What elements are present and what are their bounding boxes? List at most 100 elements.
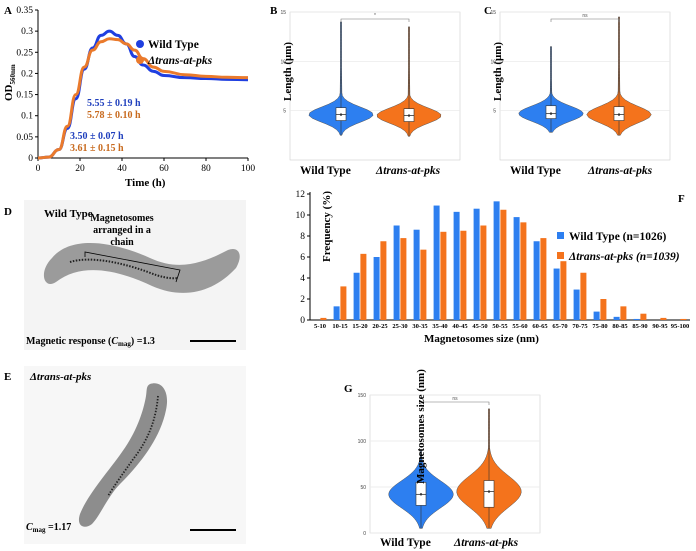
violin-ytick-label: 5 <box>493 109 496 115</box>
violin-ytick-label: 15 <box>490 10 496 16</box>
f-bar-wild-type <box>553 268 560 320</box>
f-bar-wild-type <box>573 289 580 320</box>
micrograph-wild-type: Wild Type Magnetosomes arranged in a cha… <box>24 200 246 350</box>
f-bar-mutant <box>460 230 467 320</box>
violin-ytick-label: 0 <box>363 531 366 537</box>
f-bar-wild-type <box>373 257 380 320</box>
f-ytick-label: 4 <box>300 274 305 284</box>
f-xtick-label: 40-45 <box>452 323 468 330</box>
significance-label: ns <box>452 396 458 402</box>
f-xtick-label: 65-70 <box>552 323 567 330</box>
f-bar-wild-type <box>513 217 520 320</box>
g-group-wt: Wild Type <box>380 537 431 549</box>
a-annot-wt-lo: 3.50 ± 0.07 h <box>70 131 124 142</box>
violin-ytick-label: 50 <box>360 485 366 491</box>
f-bar-mutant <box>540 238 547 320</box>
b-group-wt: Wild Type <box>300 165 351 177</box>
panel-letter-a: A <box>4 5 12 17</box>
f-bar-wild-type <box>593 311 600 320</box>
f-bar-mutant <box>520 222 527 320</box>
violin-ytick-label: 100 <box>358 439 367 445</box>
a-legend-wt-marker <box>136 40 144 48</box>
f-bar-wild-type <box>633 318 640 320</box>
e-cell-body <box>78 383 168 527</box>
f-legend-wt: Wild Type (n=1026) <box>569 231 666 243</box>
f-xtick-label: 80-85 <box>612 323 628 330</box>
f-bar-mutant <box>500 209 507 320</box>
f-bar-wild-type <box>473 208 480 320</box>
f-bar-wild-type <box>393 225 400 320</box>
f-ytick-label: 0 <box>300 316 305 326</box>
a-xtick-label: 40 <box>117 164 127 174</box>
f-bar-mutant <box>320 317 327 320</box>
e-cmag-val: =1.17 <box>46 522 72 533</box>
panel-letter-f: F <box>678 193 685 205</box>
f-bar-wild-type <box>613 316 620 320</box>
f-xtick-label: 15-20 <box>352 323 367 330</box>
a-ytick-label: 0.25 <box>16 48 33 58</box>
g-ylabel: Magnetosomes size (nm) <box>415 369 427 484</box>
magnetosome-size-violin: 0 50 100 150 ns Magnetosomes size (nm) Wild… <box>358 369 541 549</box>
g-group-mut: Δtrans-at-pks <box>453 537 519 549</box>
violin-median-point <box>339 113 343 116</box>
b-group-mut: Δtrans-at-pks <box>375 165 441 177</box>
f-bar-wild-type <box>333 306 340 320</box>
d-cmag-sub: mag <box>118 340 131 348</box>
violin-ytick-label: 10 <box>490 59 496 65</box>
f-xtick-label: 75-80 <box>592 323 607 330</box>
e-cmag-text: Cmag =1.17 <box>26 522 71 534</box>
a-series-line-mutant <box>37 37 249 160</box>
length-violin-c: 5 10 15 ns Length (μm) Wild Type Δtrans-at… <box>490 10 671 177</box>
f-ytick-label: 12 <box>296 190 306 200</box>
d-response-prefix: Magnetic response ( <box>26 336 112 347</box>
f-xtick-label: 90-95 <box>652 323 668 330</box>
a-xlabel: Time (h) <box>125 177 166 189</box>
panel-letter-d: D <box>4 206 12 218</box>
significance-label: * <box>374 13 376 19</box>
a-legend-mut-marker <box>136 56 144 64</box>
length-violin-b: 5 10 15 * Length (μm) Wild Type Δtrans-at-… <box>280 10 461 177</box>
f-xtick-label: 95-100 <box>671 323 689 330</box>
f-ytick-label: 10 <box>296 211 306 221</box>
d-callout-line1: Magnetosomes <box>90 213 153 224</box>
panel-letter-e: E <box>4 371 11 383</box>
e-title: Δtrans-at-pks <box>29 371 91 383</box>
violin-median-point <box>549 112 553 115</box>
f-bar-mutant <box>640 313 647 320</box>
f-bar-mutant <box>340 286 347 320</box>
d-response-val: ) =1.3 <box>131 336 155 347</box>
d-callout-bracket <box>84 251 181 283</box>
f-bar-mutant <box>380 241 387 320</box>
a-legend-wt: Wild Type <box>148 39 199 51</box>
significance-bracket <box>420 401 490 405</box>
f-xtick-label: 60-65 <box>532 323 548 330</box>
f-bar-mutant <box>600 299 607 320</box>
f-xtick-label: 5-10 <box>314 323 326 330</box>
f-bar-mutant <box>440 231 447 320</box>
violin-iqr-box <box>483 480 495 508</box>
violin-median-point <box>617 113 621 116</box>
violin-ytick-label: 15 <box>280 10 286 16</box>
a-ylabel-sub: 560nm <box>9 64 17 84</box>
f-bar-mutant <box>400 238 407 320</box>
f-bar-wild-type <box>413 229 420 320</box>
d-cell-body <box>43 242 240 293</box>
f-xtick-label: 45-50 <box>472 323 487 330</box>
f-bar-wild-type <box>433 205 440 320</box>
a-ytick-label: 0.2 <box>21 69 33 79</box>
magnetosome-size-histogram: 0 2 4 6 8 10 12 5-10 10-15 15-20 20-25 25-30 30-35 35… <box>296 190 690 345</box>
a-annot-mut-lo: 3.61 ± 0.15 h <box>70 143 124 154</box>
e-cmag-c: C <box>26 522 33 533</box>
f-bar-mutant <box>360 253 367 320</box>
f-bar-wild-type <box>533 241 540 320</box>
d-title: Wild Type <box>44 208 93 220</box>
significance-bracket <box>550 18 620 22</box>
significance-label: ns <box>582 13 588 19</box>
f-xtick-label: 20-25 <box>372 323 388 330</box>
f-xtick-label: 70-75 <box>572 323 588 330</box>
f-xtick-label: 35-40 <box>432 323 447 330</box>
f-ylabel: Frequency (%) <box>321 191 333 262</box>
violin-median-point <box>487 490 491 493</box>
f-legend-mut: Δtrans-at-pks (n=1039) <box>568 251 680 263</box>
